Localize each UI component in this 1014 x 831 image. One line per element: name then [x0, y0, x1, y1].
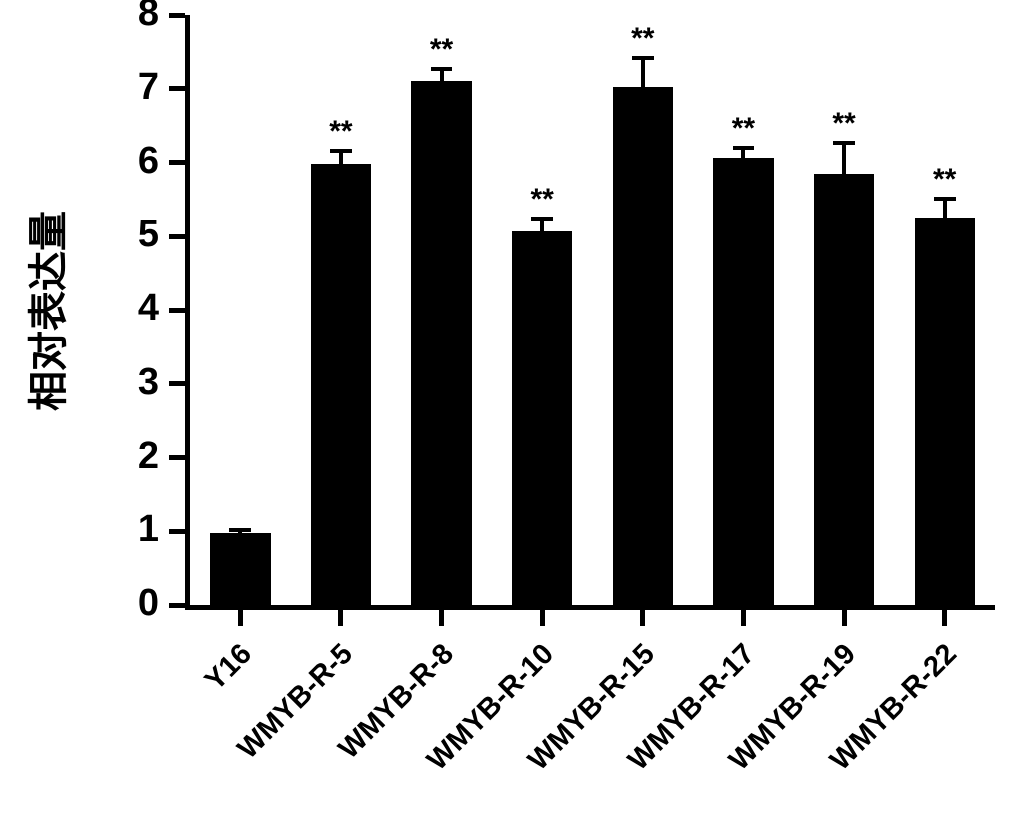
bar — [713, 158, 773, 605]
y-tick-label: 7 — [0, 66, 159, 109]
x-tick — [842, 610, 847, 626]
y-tick — [169, 455, 185, 460]
y-tick-label: 2 — [0, 435, 159, 478]
error-stem — [842, 143, 846, 174]
y-tick-label: 1 — [0, 508, 159, 551]
error-cap — [229, 528, 251, 532]
x-tick — [540, 610, 545, 626]
x-tick — [238, 610, 243, 626]
error-cap — [934, 197, 956, 201]
error-stem — [641, 58, 645, 88]
y-tick-label: 3 — [0, 361, 159, 404]
bar — [915, 218, 975, 605]
y-tick-label: 5 — [0, 213, 159, 256]
y-tick — [169, 86, 185, 91]
significance-label: ** — [299, 115, 384, 149]
y-tick — [169, 603, 185, 608]
x-tick-label: WMYB-R-17 — [569, 638, 762, 831]
error-stem — [943, 199, 947, 217]
y-tick — [169, 234, 185, 239]
significance-label: ** — [399, 33, 484, 67]
y-axis-line — [185, 15, 190, 610]
bar — [613, 87, 673, 605]
error-cap — [733, 146, 755, 150]
x-tick-label: Y16 — [66, 638, 259, 831]
significance-label: ** — [802, 107, 887, 141]
x-tick — [942, 610, 947, 626]
x-tick-label: WMYB-R-19 — [670, 638, 863, 831]
y-tick-label: 0 — [0, 582, 159, 625]
bar — [311, 164, 371, 605]
bar — [210, 533, 270, 605]
x-tick — [338, 610, 343, 626]
x-tick-label: WMYB-R-5 — [167, 638, 360, 831]
y-tick — [169, 381, 185, 386]
x-tick — [741, 610, 746, 626]
x-axis-line — [185, 605, 995, 610]
significance-label: ** — [902, 163, 987, 197]
significance-label: ** — [601, 22, 686, 56]
error-cap — [833, 141, 855, 145]
x-tick-label: WMYB-R-8 — [267, 638, 460, 831]
chart-container: 相对表达量 012345678Y16**WMYB-R-5**WMYB-R-8**… — [0, 0, 1014, 821]
y-tick — [169, 308, 185, 313]
x-tick-label: WMYB-R-10 — [368, 638, 561, 831]
bar — [814, 174, 874, 605]
y-tick — [169, 529, 185, 534]
y-tick — [169, 13, 185, 18]
error-cap — [632, 56, 654, 60]
bar — [411, 81, 471, 605]
x-tick — [640, 610, 645, 626]
y-tick-label: 8 — [0, 0, 159, 35]
y-tick — [169, 160, 185, 165]
x-tick-label: WMYB-R-22 — [770, 638, 963, 831]
error-cap — [531, 217, 553, 221]
significance-label: ** — [500, 183, 585, 217]
bar — [512, 231, 572, 605]
error-cap — [330, 149, 352, 153]
error-cap — [431, 67, 453, 71]
x-tick — [439, 610, 444, 626]
x-tick-label: WMYB-R-15 — [468, 638, 661, 831]
significance-label: ** — [701, 112, 786, 146]
y-tick-label: 6 — [0, 140, 159, 183]
y-tick-label: 4 — [0, 287, 159, 330]
